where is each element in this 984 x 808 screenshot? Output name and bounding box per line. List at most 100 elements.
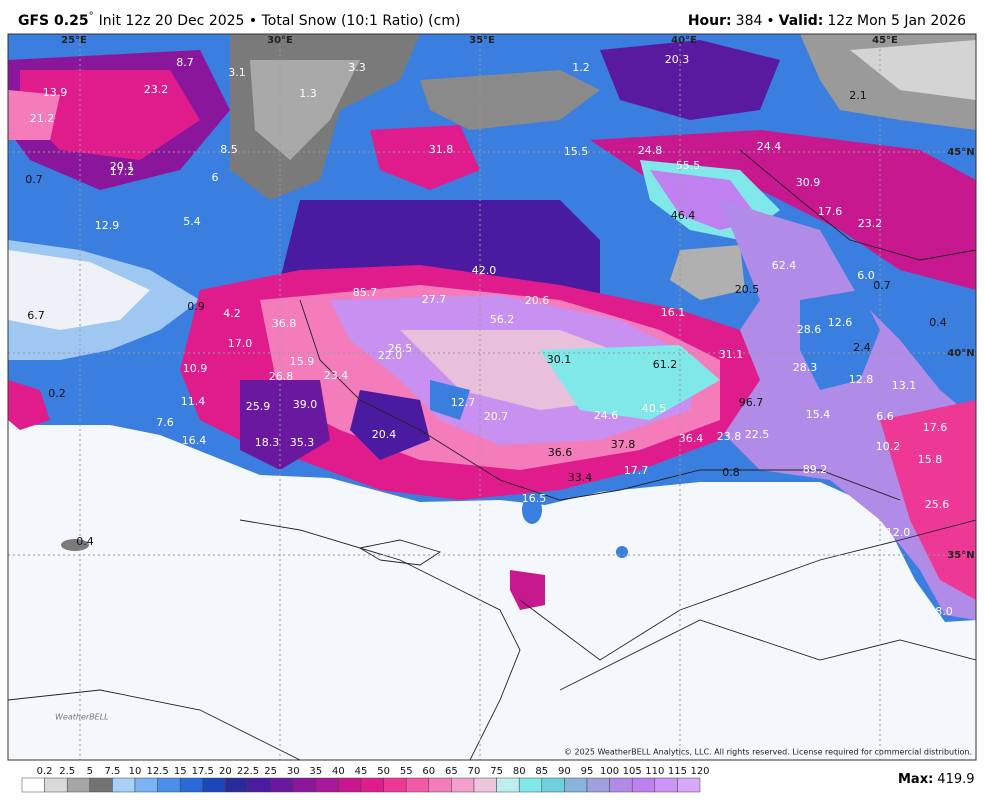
grid-label: 45°N [947, 147, 974, 158]
colorbar-tick-label: 115 [668, 766, 687, 777]
snow-total-label: 15.4 [806, 408, 831, 421]
snow-total-label: 31.8 [429, 143, 454, 156]
snow-total-label: 21.2 [30, 112, 55, 125]
snow-total-label: 0.7 [25, 173, 43, 186]
colorbar-tick-label: 90 [558, 766, 571, 777]
colorbar-cell [112, 777, 136, 793]
colorbar-cell [247, 777, 271, 793]
snow-total-label: 13.1 [892, 379, 917, 392]
colorbar-tick-label: 2.5 [59, 766, 75, 777]
snow-total-label: 28.3 [793, 361, 818, 374]
colorbar-cell [270, 777, 294, 793]
colorbar-tick-label: 80 [513, 766, 526, 777]
grid-label: 30°E [267, 35, 293, 46]
colorbar-cell [315, 777, 339, 793]
snow-total-label: 24.6 [594, 409, 619, 422]
snow-total-label: 33.4 [568, 471, 593, 484]
snow-total-label: 8.7 [176, 56, 194, 69]
snow-total-label: 0.4 [76, 535, 94, 548]
snow-total-label: 17.7 [624, 464, 649, 477]
snow-total-label: 15.8 [918, 453, 943, 466]
borders [8, 149, 976, 760]
snow-total-label: 1.2 [572, 61, 590, 74]
colorbar-tick-label: 45 [355, 766, 368, 777]
colorbar-tick-label: 10 [129, 766, 142, 777]
header-right: Hour: 384 • Valid: 12z Mon 5 Jan 2026 [688, 13, 966, 29]
colorbar-tick-label: 85 [535, 766, 548, 777]
snow-total-label: 12.0 [886, 526, 911, 539]
snow-total-label: 23.2 [858, 217, 883, 230]
snow-total-label: 17.6 [818, 205, 843, 218]
grid-label: 25°E [61, 35, 87, 46]
snow-total-label: 0.4 [929, 316, 947, 329]
snow-total-label: 16.1 [661, 306, 686, 319]
colorbar-cell [677, 777, 701, 793]
snow-total-label: 17.6 [923, 421, 948, 434]
colorbar-cell [405, 777, 430, 793]
snow-total-label: 36.6 [548, 446, 573, 459]
snow-total-label: 10.2 [876, 440, 901, 453]
snow-total-label: 16.5 [522, 492, 547, 505]
snow-total-label: 15.9 [290, 355, 315, 368]
snow-total-label: 42.0 [472, 264, 497, 277]
colorbar-tick-label: 40 [332, 766, 345, 777]
snow-total-label: 20.3 [665, 53, 690, 66]
colorbar-tick-label: 110 [645, 766, 664, 777]
snow-total-label: 89.2 [803, 463, 828, 476]
colorbar-cell [338, 777, 362, 793]
snow-total-label: 22.5 [745, 428, 770, 441]
snow-total-label: 2.1 [849, 89, 867, 102]
colorbar-tick-label: 22.5 [237, 766, 259, 777]
snow-total-label: 12.7 [451, 396, 476, 409]
snow-total-label: 25.9 [246, 400, 271, 413]
colorbar-tick-label: 50 [377, 766, 390, 777]
snow-total-label: 11.4 [181, 395, 206, 408]
snow-total-label: 12.9 [95, 219, 120, 232]
colorbar-tick-label: 30 [287, 766, 300, 777]
header-left: GFS 0.25° Init 12z 20 Dec 2025 • Total Sn… [18, 11, 460, 29]
logo: WeatherBELL [55, 713, 109, 722]
colorbar-tick-label: 25 [264, 766, 277, 777]
colorbar-tick-label: 17.5 [192, 766, 214, 777]
colorbar-tick-label: 15 [174, 766, 187, 777]
map: 25°E 30°E 35°E 40°E 45°E 45°N 40°N 35°N 13.9 21.2… [8, 34, 976, 760]
snow-total-label: 5.4 [183, 215, 201, 228]
model: GFS 0.25 [18, 13, 89, 29]
snow-total-label: 61.2 [653, 358, 678, 371]
colorbar-cell [134, 777, 158, 793]
colorbar-cell [66, 777, 91, 793]
snow-total-label: 0.8 [722, 466, 740, 479]
colorbar-cell [518, 777, 543, 793]
colorbar-tick-label: 70 [468, 766, 481, 777]
snow-total-label: 85.7 [353, 286, 378, 299]
snow-total-label: 36.8 [272, 317, 297, 330]
grid-label: 45°E [872, 35, 898, 46]
colorbar-cell [586, 777, 610, 793]
snow-total-label: 37.8 [611, 438, 636, 451]
snow-total-label: 10.9 [183, 362, 208, 375]
colorbar-cell [609, 777, 633, 793]
snow-total-label: 28.6 [797, 323, 822, 336]
colorbar-tick-label: 65 [445, 766, 458, 777]
snow-total-label: 31.1 [719, 348, 744, 361]
snow-total-label: 36.4 [679, 432, 704, 445]
snow-total-label: 18.3 [255, 436, 280, 449]
snow-total-label: 23.2 [144, 83, 169, 96]
snow-total-label: 8.5 [220, 143, 238, 156]
colorbar-cell [428, 777, 452, 793]
snow-total-label: 4.2 [223, 307, 241, 320]
colorbar-cell [89, 777, 113, 793]
snow-total-label: 15.5 [564, 145, 589, 158]
valid-label: Valid: [779, 13, 824, 29]
snow-total-label: 39.0 [293, 398, 318, 411]
snow-total-label: 2.4 [853, 341, 871, 354]
snow-total-label: 6.0 [857, 269, 875, 282]
colorbar-tick-label: 120 [690, 766, 709, 777]
snow-total-label: 6.7 [27, 309, 45, 322]
colorbar-tick-label: 55 [400, 766, 413, 777]
hour: 384 [736, 13, 763, 29]
colorbar-cell [225, 777, 249, 793]
separator: • [766, 13, 774, 29]
snow-total-label: 62.4 [772, 259, 797, 272]
snow-total-label: 26.8 [269, 370, 294, 383]
